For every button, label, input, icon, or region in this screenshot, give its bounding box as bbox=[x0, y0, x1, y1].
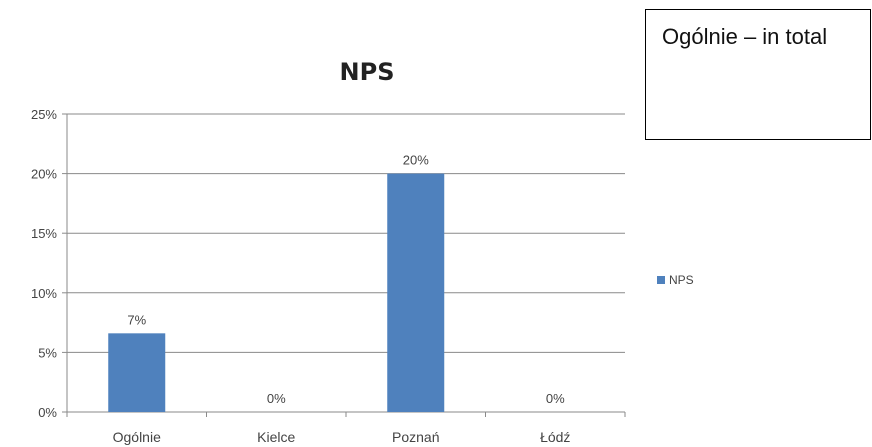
legend: NPS bbox=[657, 273, 694, 287]
annotation-note-box: Ogólnie – in total bbox=[645, 9, 871, 140]
y-tick-label: 0% bbox=[38, 405, 57, 420]
data-label: 0% bbox=[546, 391, 565, 406]
gridlines bbox=[67, 113, 625, 353]
bar bbox=[108, 333, 166, 412]
annotation-note-text: Ogólnie – in total bbox=[662, 24, 828, 49]
legend-label: NPS bbox=[669, 273, 694, 287]
y-tick-label: 25% bbox=[31, 107, 57, 122]
data-label: 20% bbox=[403, 153, 429, 168]
category-label: Ogólnie bbox=[113, 429, 161, 445]
y-tick-label: 10% bbox=[31, 286, 57, 301]
y-tick-label: 20% bbox=[31, 167, 57, 182]
data-label: 0% bbox=[267, 391, 286, 406]
category-label: Kielce bbox=[257, 429, 295, 445]
chart-title: NPS bbox=[340, 58, 395, 86]
data-label: 7% bbox=[127, 312, 146, 327]
category-label: Poznań bbox=[392, 429, 439, 445]
legend-swatch bbox=[657, 276, 665, 284]
category-labels: Ogólnie Kielce Poznań Łódź bbox=[113, 429, 571, 445]
y-tick-label: 15% bbox=[31, 226, 57, 241]
bars bbox=[108, 173, 445, 412]
y-tick-labels: 0% 5% 10% 15% 20% 25% bbox=[31, 107, 57, 420]
data-labels: 7% 0% 20% 0% bbox=[127, 153, 565, 406]
category-label: Łódź bbox=[540, 429, 570, 445]
bar bbox=[387, 173, 445, 412]
y-tick-label: 5% bbox=[38, 345, 57, 360]
